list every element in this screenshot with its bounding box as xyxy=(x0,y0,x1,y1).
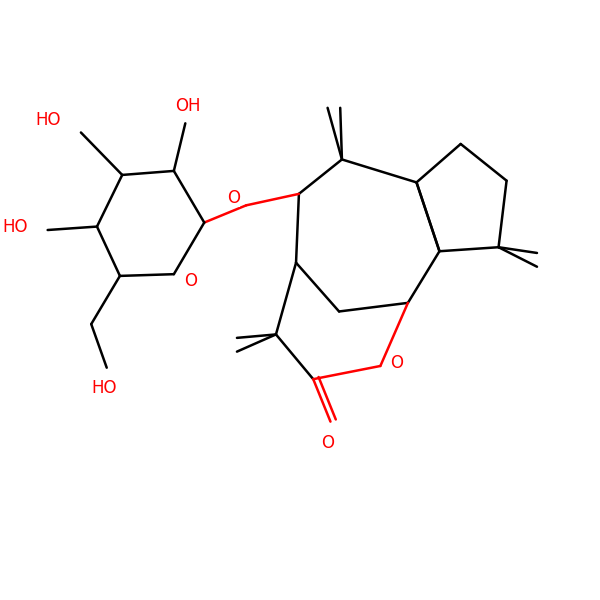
Text: HO: HO xyxy=(35,111,61,129)
Text: O: O xyxy=(321,434,334,452)
Text: HO: HO xyxy=(91,379,116,397)
Text: O: O xyxy=(227,190,240,208)
Text: HO: HO xyxy=(2,218,28,236)
Text: O: O xyxy=(185,272,197,290)
Text: OH: OH xyxy=(175,97,201,115)
Text: O: O xyxy=(390,354,403,372)
